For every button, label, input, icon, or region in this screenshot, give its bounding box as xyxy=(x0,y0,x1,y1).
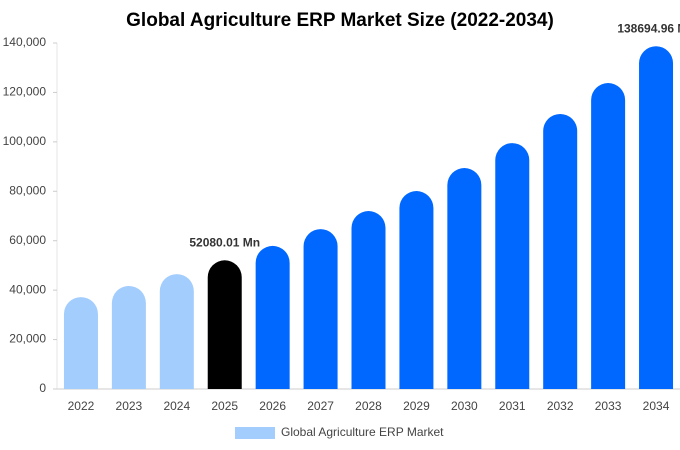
bar xyxy=(111,285,146,389)
data-label: 52080.01 Mn xyxy=(189,235,260,249)
y-tick-label: 100,000 xyxy=(3,134,47,148)
data-label: 138694.96 Mn xyxy=(617,21,680,35)
x-tick-label: 2031 xyxy=(499,399,526,413)
bar xyxy=(351,211,386,389)
x-tick-label: 2022 xyxy=(68,399,95,413)
bar xyxy=(495,143,530,389)
legend-label: Global Agriculture ERP Market xyxy=(281,425,444,439)
bar xyxy=(447,168,482,389)
bar xyxy=(591,83,626,389)
y-tick-label: 20,000 xyxy=(9,332,46,346)
x-tick-label: 2028 xyxy=(355,399,382,413)
x-tick-label: 2024 xyxy=(163,399,190,413)
x-tick-label: 2025 xyxy=(211,399,238,413)
legend-swatch xyxy=(235,427,275,439)
bar xyxy=(303,229,338,389)
x-tick-label: 2026 xyxy=(259,399,286,413)
x-tick-label: 2023 xyxy=(116,399,143,413)
x-tick-label: 2030 xyxy=(451,399,478,413)
bar xyxy=(159,274,194,389)
bar xyxy=(207,260,242,389)
x-tick-label: 2027 xyxy=(307,399,334,413)
y-tick-label: 60,000 xyxy=(9,233,46,247)
y-tick-label: 120,000 xyxy=(3,85,47,99)
bar xyxy=(543,113,578,390)
y-tick-label: 40,000 xyxy=(9,282,46,296)
bar xyxy=(399,191,434,389)
chart-title: Global Agriculture ERP Market Size (2022… xyxy=(126,10,554,31)
x-tick-label: 2029 xyxy=(403,399,430,413)
y-tick-label: 80,000 xyxy=(9,183,46,197)
bar xyxy=(639,46,674,389)
x-tick-label: 2033 xyxy=(595,399,622,413)
x-tick-label: 2034 xyxy=(643,399,670,413)
y-tick-label: 0 xyxy=(39,381,46,395)
bar xyxy=(255,245,290,389)
y-tick-label: 140,000 xyxy=(3,35,47,49)
bar xyxy=(63,297,98,389)
x-tick-label: 2032 xyxy=(547,399,574,413)
